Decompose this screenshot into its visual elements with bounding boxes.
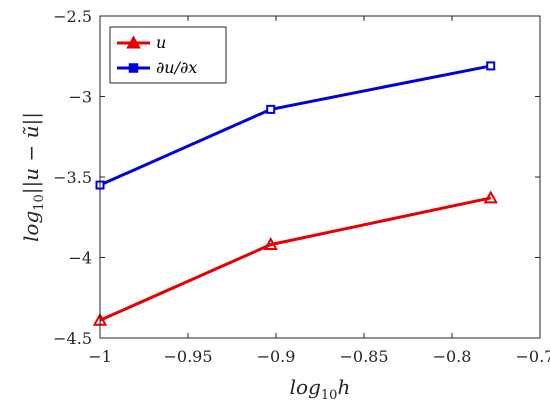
- legend-box: [109, 26, 227, 84]
- y-tick-label: −3.5: [53, 168, 92, 187]
- series-line: [99, 196, 492, 322]
- y-tick-label: −2.5: [53, 7, 92, 26]
- legend-marker-triangle: [126, 35, 141, 49]
- x-tick-label: −0.9: [257, 347, 296, 366]
- data-point-square: [486, 61, 496, 71]
- y-axis-label: log10||u − ũ||: [19, 112, 47, 242]
- legend-label: ∂u/∂x: [156, 58, 197, 77]
- x-tick-label: −0.95: [163, 347, 212, 366]
- x-axis-label: log10h: [290, 375, 351, 403]
- x-axis-ticks: −1 −0.95 −0.9 −0.85 −0.8 −0.75: [88, 16, 550, 366]
- x-tick-label: −0.8: [433, 347, 472, 366]
- x-tick-label: −0.85: [339, 347, 388, 366]
- x-tick-label: −0.75: [515, 347, 550, 366]
- x-tick-label: −1: [88, 347, 112, 366]
- data-point-square: [266, 104, 276, 114]
- legend-label: u: [156, 33, 166, 52]
- data-point-triangle: [483, 190, 498, 204]
- data-point-triangle: [263, 237, 278, 251]
- y-axis-ticks: −4.5 −4 −3.5 −3 −2.5: [53, 7, 540, 348]
- y-tick-label: −4.5: [53, 329, 92, 348]
- legend-marker-square: [128, 63, 139, 73]
- y-tick-label: −4: [68, 249, 92, 268]
- legend: u ∂u/∂x: [109, 26, 227, 84]
- y-tick-label: −3: [68, 88, 92, 107]
